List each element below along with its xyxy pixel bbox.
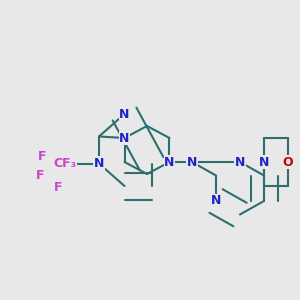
Text: F: F [54, 181, 63, 194]
Text: N: N [119, 131, 130, 145]
Text: CF₃: CF₃ [53, 157, 76, 170]
Text: N: N [259, 155, 269, 169]
Text: N: N [235, 155, 245, 169]
Text: F: F [38, 149, 46, 163]
Text: F: F [36, 169, 45, 182]
Text: N: N [119, 107, 130, 121]
Text: N: N [187, 155, 197, 169]
Text: N: N [94, 157, 104, 170]
Text: N: N [164, 155, 175, 169]
Text: O: O [283, 155, 293, 169]
Text: N: N [211, 194, 221, 208]
